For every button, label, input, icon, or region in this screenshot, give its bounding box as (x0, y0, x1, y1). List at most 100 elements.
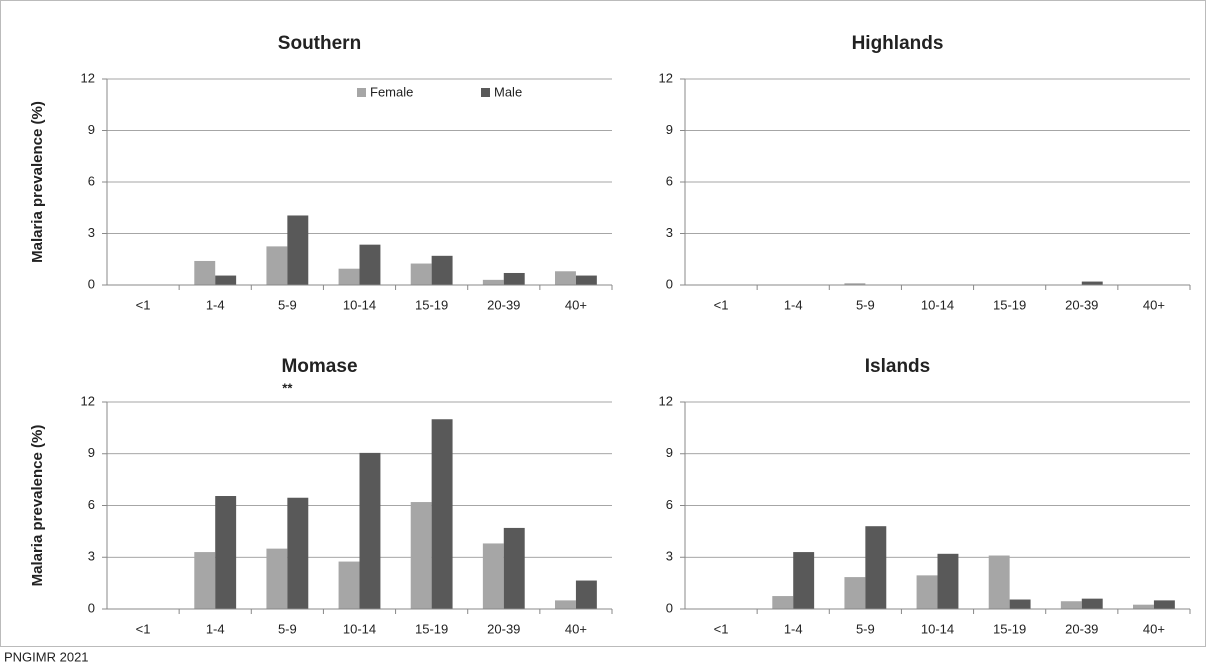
y-tick-label: 3 (88, 225, 95, 240)
bar (287, 497, 309, 609)
x-tick-label: 20-39 (487, 297, 520, 312)
y-tick-label: 0 (88, 600, 95, 615)
bar (482, 279, 504, 285)
y-tick-label: 3 (88, 549, 95, 564)
bar (359, 244, 381, 285)
bar (431, 255, 453, 285)
x-tick-label: 40+ (1143, 621, 1165, 636)
bar (555, 271, 576, 285)
x-tick-label: 15-19 (415, 621, 448, 636)
frame (0, 0, 1206, 647)
bar (1081, 281, 1103, 285)
bar (555, 600, 576, 609)
bar (287, 215, 309, 285)
y-tick-label: 12 (659, 70, 673, 85)
bar (266, 246, 288, 285)
bar (988, 555, 1010, 609)
x-tick-label: 15-19 (415, 297, 448, 312)
bar (772, 596, 794, 609)
bar (1133, 604, 1154, 609)
y-tick-label: 9 (666, 122, 673, 137)
x-tick-label: 10-14 (921, 297, 954, 312)
bar (503, 272, 525, 285)
x-tick-label: 5-9 (856, 621, 875, 636)
bar (410, 502, 432, 609)
x-tick-label: 10-14 (921, 621, 954, 636)
y-tick-label: 9 (666, 445, 673, 460)
legend-swatch (357, 88, 366, 97)
x-tick-label: 40+ (565, 621, 587, 636)
bar (359, 452, 381, 609)
x-tick-label: 1-4 (784, 621, 803, 636)
x-tick-label: 5-9 (278, 621, 297, 636)
chart-title: Highlands (852, 33, 944, 54)
x-tick-label: <1 (714, 621, 729, 636)
x-tick-label: 1-4 (206, 297, 225, 312)
bar (338, 561, 360, 609)
x-tick-label: 40+ (1143, 297, 1165, 312)
y-tick-label: 6 (666, 173, 673, 188)
bar (266, 548, 288, 609)
x-tick-label: 10-14 (343, 297, 376, 312)
y-tick-label: 6 (88, 173, 95, 188)
source: PNGIMR 2021 (4, 649, 89, 664)
bar (575, 580, 597, 609)
bar (1060, 601, 1082, 609)
y-tick-label: 0 (666, 276, 673, 291)
y-axis-label: Malaria prevalence (%) (29, 425, 46, 587)
bar (793, 552, 815, 609)
bar (431, 419, 453, 609)
y-tick-label: 12 (81, 393, 95, 408)
x-tick-label: 10-14 (343, 621, 376, 636)
bar (1153, 600, 1175, 609)
y-tick-label: 0 (88, 276, 95, 291)
bar (503, 527, 525, 609)
bar (844, 283, 866, 285)
x-tick-label: 20-39 (487, 621, 520, 636)
x-tick-label: <1 (136, 621, 151, 636)
chart-title: Islands (865, 356, 930, 377)
y-tick-label: 12 (81, 70, 95, 85)
bar (575, 275, 597, 285)
bar (215, 496, 237, 609)
x-tick-label: <1 (714, 297, 729, 312)
x-tick-label: 15-19 (993, 621, 1026, 636)
x-tick-label: <1 (136, 297, 151, 312)
y-tick-label: 6 (88, 497, 95, 512)
y-tick-label: 12 (659, 393, 673, 408)
legend-label: Female (370, 84, 413, 99)
bar (844, 577, 866, 609)
x-tick-label: 5-9 (856, 297, 875, 312)
y-tick-label: 6 (666, 497, 673, 512)
bar (937, 553, 959, 609)
y-tick-label: 0 (666, 600, 673, 615)
bar (194, 552, 216, 609)
bar (916, 575, 938, 609)
y-tick-label: 9 (88, 122, 95, 137)
x-tick-label: 15-19 (993, 297, 1026, 312)
y-tick-label: 9 (88, 445, 95, 460)
bar (215, 275, 237, 285)
x-tick-label: 5-9 (278, 297, 297, 312)
chart-title: Momase (281, 356, 357, 377)
x-tick-label: 20-39 (1065, 621, 1098, 636)
chart-title: Southern (278, 33, 361, 54)
bar (194, 260, 216, 285)
y-axis-label: Malaria prevalence (%) (29, 101, 46, 263)
annotation: ** (282, 380, 293, 395)
bar (865, 526, 887, 609)
bar (1081, 598, 1103, 609)
bar (482, 543, 504, 609)
bar (410, 263, 432, 285)
legend-label: Male (494, 84, 522, 99)
legend-swatch (481, 88, 490, 97)
y-tick-label: 3 (666, 549, 673, 564)
x-tick-label: 1-4 (206, 621, 225, 636)
bar (1009, 599, 1031, 609)
x-tick-label: 20-39 (1065, 297, 1098, 312)
y-tick-label: 3 (666, 225, 673, 240)
x-tick-label: 1-4 (784, 297, 803, 312)
bar (338, 268, 360, 285)
